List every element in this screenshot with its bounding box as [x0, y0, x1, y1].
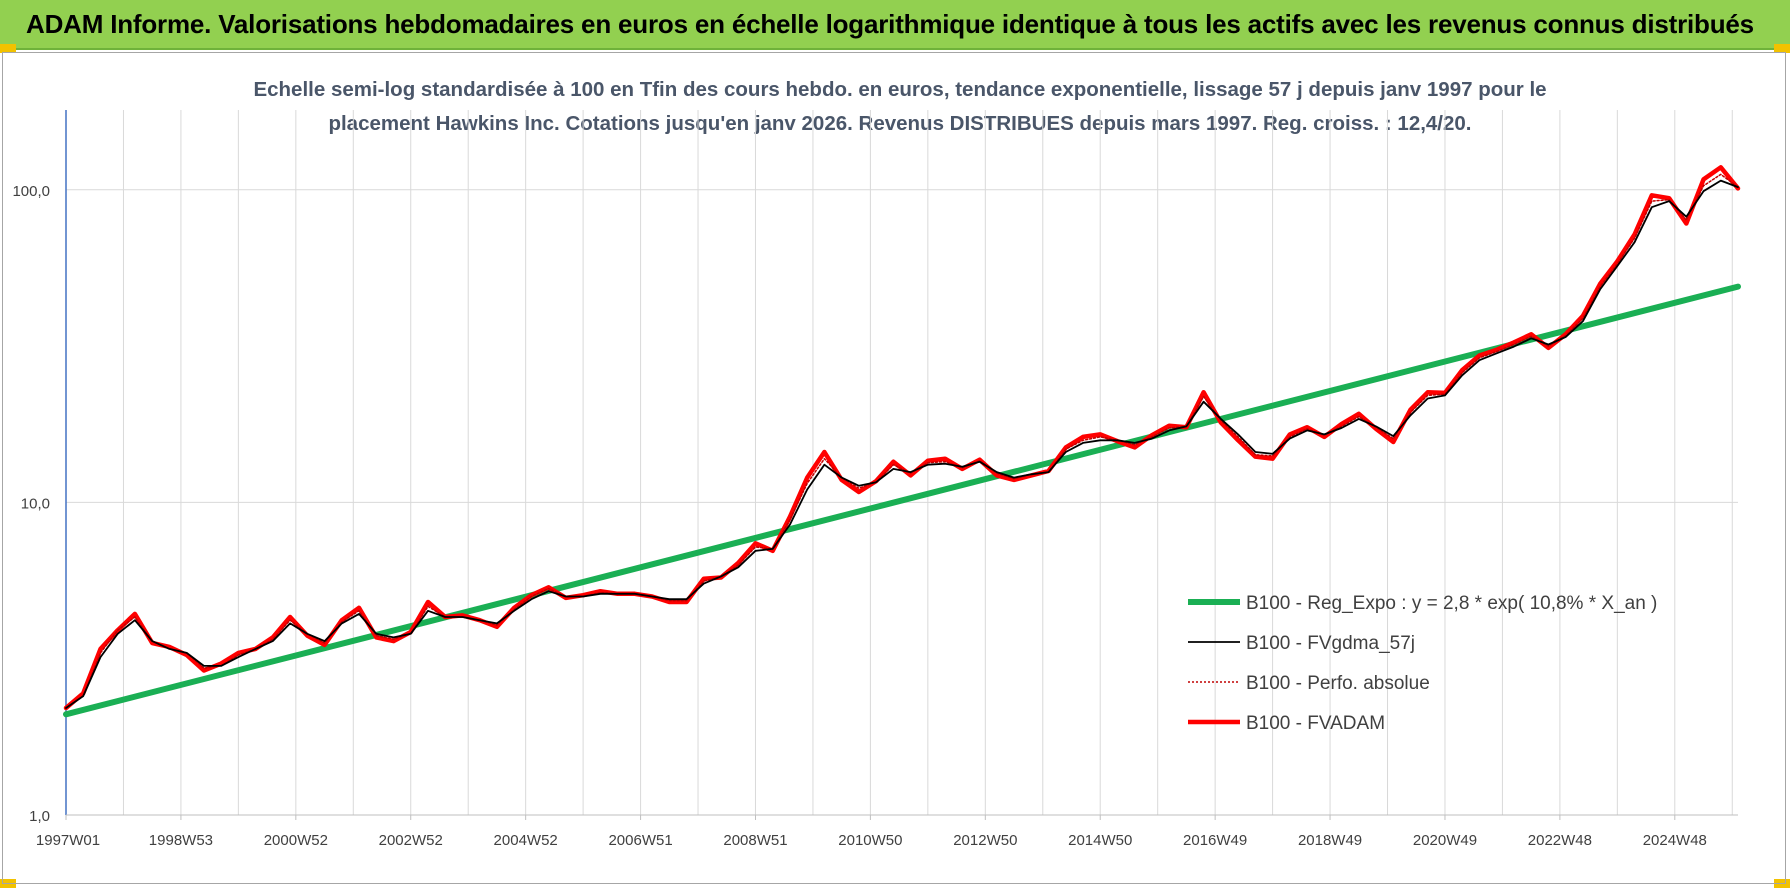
series-line-perfo	[65, 173, 1739, 709]
x-tick-label: 2012W50	[953, 832, 1017, 849]
x-tick-label: 2014W50	[1068, 832, 1132, 849]
corner-marker-left	[0, 44, 16, 53]
header-bar: ADAM Informe. Valorisations hebdomadaire…	[0, 0, 1790, 50]
chart-title-line-2: placement Hawkins Inc. Cotations jusqu'e…	[328, 112, 1472, 135]
x-tick-label: 2004W52	[494, 832, 558, 849]
legend-label-fvadam: B100 - FVADAM	[1246, 713, 1385, 734]
x-tick-label: 2018W49	[1298, 832, 1362, 849]
x-tick-label: 1997W01	[36, 832, 100, 849]
x-tick-label: 2008W51	[723, 832, 787, 849]
x-tick-label: 2000W52	[264, 832, 328, 849]
chart-title: Echelle semi-log standardisée à 100 en T…	[230, 73, 1570, 141]
x-tick-label: 2010W50	[838, 832, 902, 849]
x-tick-label: 2016W49	[1183, 832, 1247, 849]
chart-title-line-1: Echelle semi-log standardisée à 100 en T…	[253, 78, 1547, 101]
page-title: ADAM Informe. Valorisations hebdomadaire…	[26, 9, 1754, 39]
corner-marker-right	[1774, 44, 1790, 53]
gridlines	[66, 110, 1738, 816]
x-tick-label: 1998W53	[149, 832, 213, 849]
x-tick-label: 2020W49	[1413, 832, 1477, 849]
series-line-reg_expo	[63, 283, 1741, 718]
legend-label-perfo: B100 - Perfo. absolue	[1246, 673, 1430, 694]
legend: B100 - Reg_Expo : y = 2,8 * exp( 10,8% *…	[1188, 593, 1657, 734]
series-line-fvgdma	[65, 179, 1739, 709]
y-tick-label: 10,0	[21, 495, 50, 512]
x-tick-label: 2006W51	[608, 832, 672, 849]
x-tick-label: 2022W48	[1528, 832, 1592, 849]
series-lines	[63, 165, 1741, 718]
chart-frame	[2, 52, 1786, 884]
axes: 1,0 10,0 100,0 1997W01 1998W53 2000W52 2002W52…	[12, 110, 1738, 849]
x-tick-label: 2024W48	[1643, 832, 1707, 849]
legend-label-fvgdma: B100 - FVgdma_57j	[1246, 633, 1415, 654]
legend-label-reg_expo: B100 - Reg_Expo : y = 2,8 * exp( 10,8% *…	[1246, 593, 1657, 614]
y-tick-label: 1,0	[29, 808, 50, 825]
y-tick-label: 100,0	[12, 183, 50, 200]
series-line-fvadam	[63, 165, 1741, 711]
x-tick-label: 2002W52	[379, 832, 443, 849]
